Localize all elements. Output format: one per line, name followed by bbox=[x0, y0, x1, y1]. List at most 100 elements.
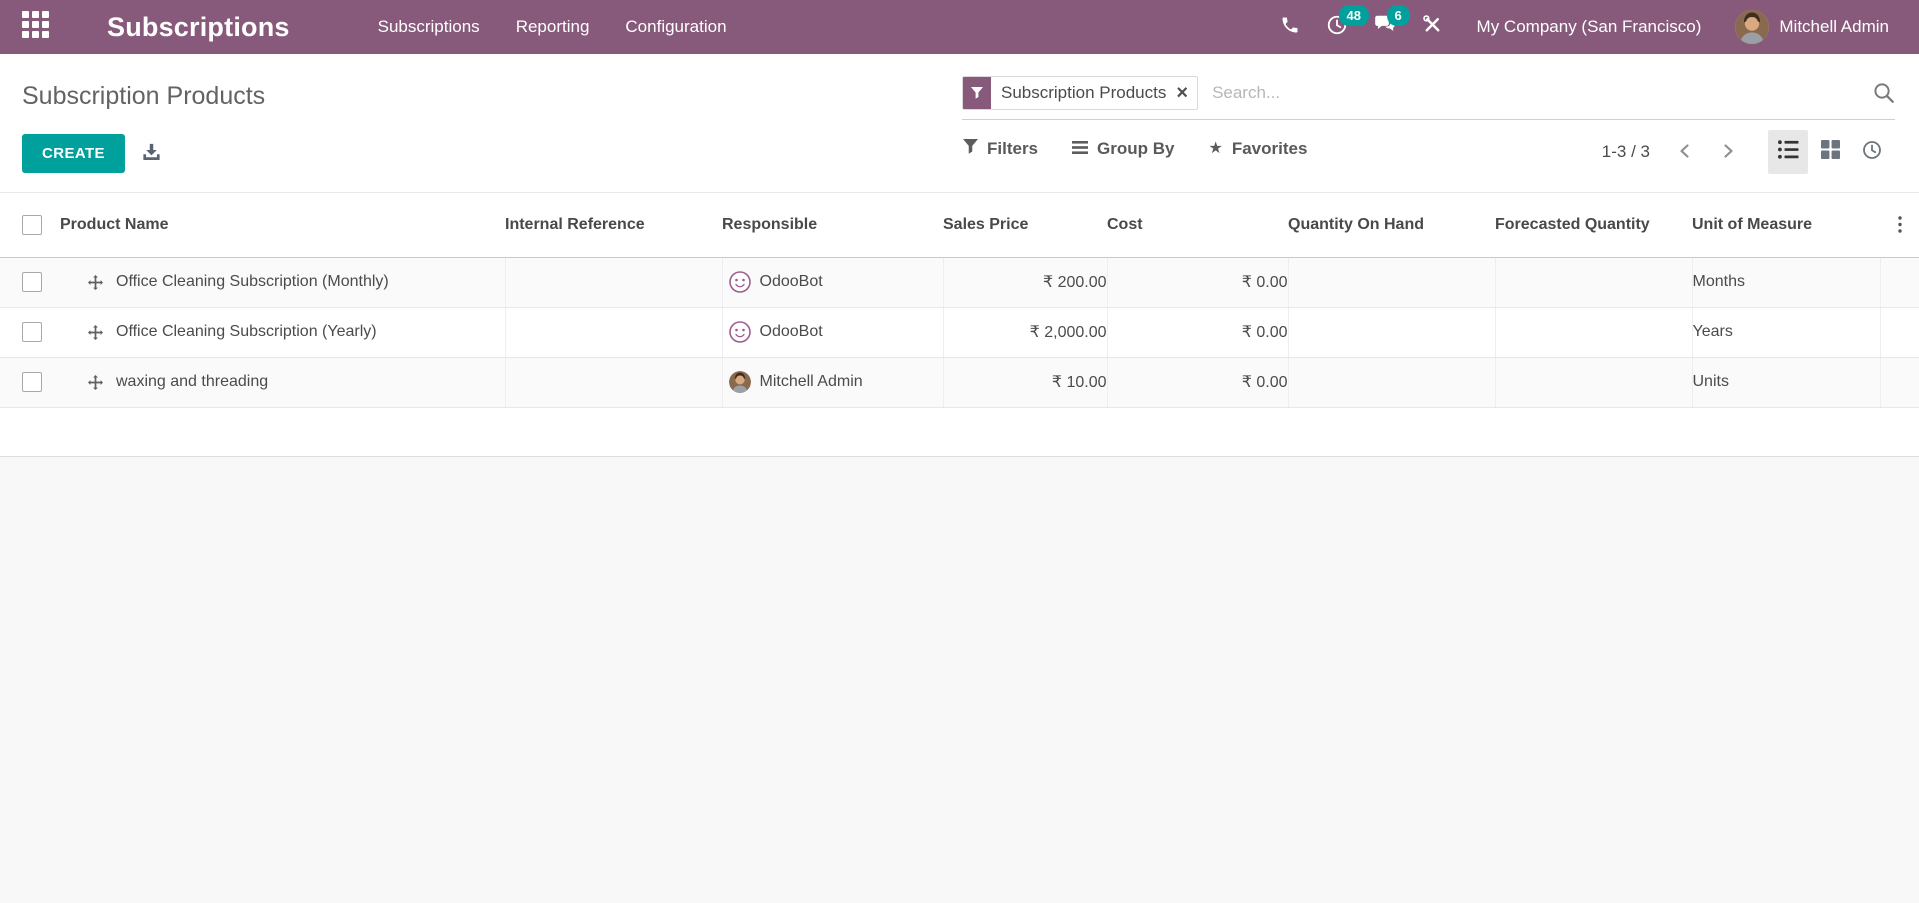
drag-handle-icon[interactable] bbox=[88, 274, 103, 290]
view-list-button[interactable] bbox=[1768, 130, 1808, 174]
crossed-tools-icon bbox=[1422, 14, 1443, 40]
header-product-name[interactable]: Product Name bbox=[60, 193, 505, 258]
cell-select[interactable] bbox=[0, 357, 60, 408]
cell-internal-reference[interactable] bbox=[504, 357, 722, 408]
product-name: Office Cleaning Subscription (Monthly) bbox=[116, 273, 389, 290]
row-checkbox[interactable] bbox=[22, 372, 42, 392]
table-row: Office Cleaning Subscription (Monthly) bbox=[0, 257, 1919, 308]
cell-internal-reference[interactable] bbox=[504, 257, 722, 308]
topbar: Subscriptions Subscriptions Reporting Co… bbox=[0, 0, 1919, 54]
cell-sales-price[interactable]: ₹ 2,000.00 bbox=[942, 307, 1107, 358]
header-options[interactable] bbox=[1880, 193, 1919, 258]
messages-button[interactable]: 6 bbox=[1374, 5, 1410, 40]
export-download-icon bbox=[141, 143, 162, 166]
cell-options bbox=[1879, 357, 1919, 408]
control-panel: Subscription Products Subscription Produ… bbox=[0, 54, 1919, 193]
cell-responsible[interactable]: Mitchell Admin bbox=[721, 357, 943, 408]
cell-uom[interactable]: Months bbox=[1691, 257, 1880, 308]
pager-next-button[interactable] bbox=[1720, 143, 1736, 162]
create-button[interactable]: CREATE bbox=[22, 134, 125, 173]
cell-sales-price[interactable]: ₹ 200.00 bbox=[942, 257, 1107, 308]
cell-sales-price[interactable]: ₹ 10.00 bbox=[942, 357, 1107, 408]
table-row: waxing and threading bbox=[0, 357, 1919, 408]
apps-menu-button[interactable] bbox=[22, 11, 49, 43]
cell-product-name[interactable]: waxing and threading bbox=[60, 357, 505, 408]
header-internal-reference[interactable]: Internal Reference bbox=[505, 193, 722, 258]
product-list-table: Product Name Internal Reference Responsi… bbox=[0, 193, 1919, 457]
cell-cost[interactable]: ₹ 0.00 bbox=[1106, 307, 1288, 358]
kanban-view-icon bbox=[1820, 140, 1840, 164]
message-count-badge: 6 bbox=[1386, 5, 1410, 26]
cell-forecasted-qty[interactable] bbox=[1494, 357, 1692, 408]
filler-cell bbox=[0, 407, 1919, 457]
facet-label: Subscription Products bbox=[1001, 83, 1167, 102]
header-responsible[interactable]: Responsible bbox=[722, 193, 943, 258]
header-uom[interactable]: Unit of Measure bbox=[1692, 193, 1880, 258]
export-button[interactable] bbox=[141, 142, 162, 166]
search-icon[interactable] bbox=[1873, 82, 1895, 104]
facet-remove-icon[interactable]: × bbox=[1176, 81, 1189, 104]
cell-qty-on-hand[interactable] bbox=[1287, 307, 1495, 358]
user-avatar bbox=[1735, 10, 1770, 44]
group-by-button[interactable]: Group By bbox=[1072, 139, 1174, 159]
voip-button[interactable] bbox=[1280, 15, 1300, 40]
apps-grid-icon bbox=[22, 11, 49, 43]
cell-internal-reference[interactable] bbox=[504, 307, 722, 358]
header-qty-on-hand[interactable]: Quantity On Hand bbox=[1288, 193, 1495, 258]
cell-select[interactable] bbox=[0, 257, 60, 308]
user-photo-avatar bbox=[728, 371, 751, 393]
app-brand[interactable]: Subscriptions bbox=[107, 11, 290, 42]
group-by-label: Group By bbox=[1097, 139, 1175, 158]
header-sales-price[interactable]: Sales Price bbox=[943, 193, 1107, 258]
cell-product-name[interactable]: Office Cleaning Subscription (Yearly) bbox=[60, 307, 505, 358]
star-icon: ★ bbox=[1208, 140, 1223, 157]
header-cost[interactable]: Cost bbox=[1107, 193, 1288, 258]
cell-product-name[interactable]: Office Cleaning Subscription (Monthly) bbox=[60, 257, 505, 308]
user-name: Mitchell Admin bbox=[1779, 17, 1889, 36]
select-all-header[interactable] bbox=[0, 193, 60, 258]
drag-handle-icon[interactable] bbox=[88, 374, 103, 390]
cell-uom[interactable]: Units bbox=[1691, 357, 1880, 408]
drag-handle-icon[interactable] bbox=[88, 324, 103, 340]
menu-item-reporting[interactable]: Reporting bbox=[515, 17, 590, 36]
cell-responsible[interactable]: OdooBot bbox=[721, 307, 943, 358]
cell-forecasted-qty[interactable] bbox=[1494, 307, 1692, 358]
cell-qty-on-hand[interactable] bbox=[1287, 357, 1495, 408]
select-all-checkbox[interactable] bbox=[22, 214, 42, 235]
filters-button[interactable]: Filters bbox=[963, 139, 1038, 159]
cell-uom[interactable]: Years bbox=[1691, 307, 1880, 358]
cell-cost[interactable]: ₹ 0.00 bbox=[1106, 357, 1288, 408]
column-options-icon[interactable] bbox=[1880, 193, 1919, 257]
activity-count-badge: 48 bbox=[1338, 4, 1370, 26]
pager-previous-button[interactable] bbox=[1677, 143, 1693, 162]
chevron-right-icon bbox=[1720, 143, 1736, 162]
row-checkbox[interactable] bbox=[22, 272, 42, 292]
pager: 1-3 / 3 bbox=[1602, 130, 1892, 174]
responsible-name: OdooBot bbox=[759, 323, 823, 340]
responsible-name: OdooBot bbox=[759, 273, 823, 290]
cell-select[interactable] bbox=[0, 307, 60, 358]
cell-responsible[interactable]: OdooBot bbox=[721, 257, 943, 308]
activities-button[interactable]: 48 bbox=[1326, 4, 1370, 41]
developer-tools-button[interactable] bbox=[1422, 14, 1443, 40]
view-activity-button[interactable] bbox=[1852, 130, 1892, 174]
favorites-button[interactable]: ★ Favorites bbox=[1208, 139, 1307, 159]
cell-forecasted-qty[interactable] bbox=[1494, 257, 1692, 308]
table-header-row: Product Name Internal Reference Responsi… bbox=[0, 193, 1919, 258]
cell-cost[interactable]: ₹ 0.00 bbox=[1106, 257, 1288, 308]
favorites-label: Favorites bbox=[1231, 139, 1308, 158]
cell-options bbox=[1879, 257, 1919, 308]
phone-icon bbox=[1280, 15, 1300, 40]
row-checkbox[interactable] bbox=[22, 322, 42, 342]
menu-item-subscriptions[interactable]: Subscriptions bbox=[377, 17, 480, 36]
user-menu[interactable]: Mitchell Admin bbox=[1735, 10, 1889, 44]
menu-item-configuration[interactable]: Configuration bbox=[625, 17, 727, 36]
search-input[interactable] bbox=[1210, 82, 1865, 104]
cell-qty-on-hand[interactable] bbox=[1287, 257, 1495, 308]
company-switcher[interactable]: My Company (San Francisco) bbox=[1476, 17, 1702, 36]
header-forecasted-qty[interactable]: Forecasted Quantity bbox=[1495, 193, 1692, 258]
view-kanban-button[interactable] bbox=[1810, 130, 1850, 174]
odoobot-avatar bbox=[728, 321, 751, 343]
pager-value[interactable]: 1-3 / 3 bbox=[1601, 142, 1650, 161]
